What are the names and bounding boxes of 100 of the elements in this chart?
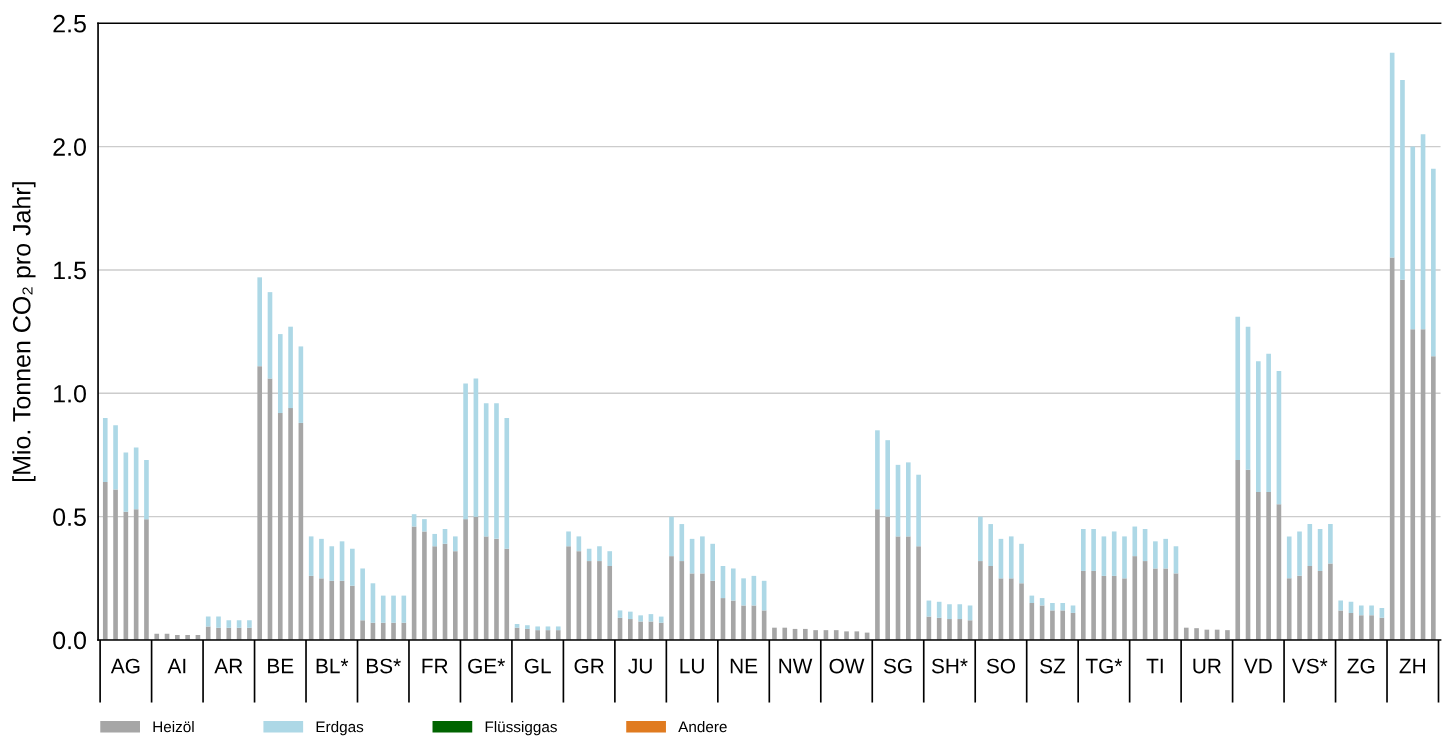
x-tick-label: TG* xyxy=(1085,658,1123,674)
bar xyxy=(483,403,489,537)
bar xyxy=(617,610,623,618)
bar xyxy=(422,531,427,641)
x-tick-label: BL* xyxy=(316,658,349,674)
bar xyxy=(380,595,386,623)
bar xyxy=(1266,353,1271,492)
bar xyxy=(1122,536,1127,579)
bar xyxy=(205,616,211,627)
bar xyxy=(1091,529,1096,571)
legend-label: Andere xyxy=(678,721,727,733)
bar xyxy=(411,514,417,527)
bar xyxy=(916,546,921,641)
bar xyxy=(1050,603,1055,611)
bar xyxy=(658,622,664,641)
bar xyxy=(1235,459,1241,641)
x-tick-label: UR xyxy=(1193,658,1221,674)
bar xyxy=(504,548,510,641)
bar xyxy=(1183,627,1189,641)
bar xyxy=(947,619,952,641)
bar xyxy=(679,561,685,641)
bar xyxy=(113,489,118,641)
bar xyxy=(700,536,705,574)
x-tick-label: ZG xyxy=(1347,658,1375,674)
bar xyxy=(535,626,540,631)
bar xyxy=(679,524,685,562)
bar xyxy=(1235,316,1241,460)
bar xyxy=(669,556,674,641)
bar xyxy=(102,482,108,641)
x-tick-label: VD xyxy=(1243,658,1272,674)
bar xyxy=(1410,146,1416,330)
bar xyxy=(226,620,232,628)
bar xyxy=(1132,556,1138,641)
bar xyxy=(1060,603,1066,611)
bar xyxy=(288,326,293,409)
bar xyxy=(1286,578,1292,641)
bar xyxy=(494,403,499,539)
bar xyxy=(350,548,355,586)
bar xyxy=(1008,578,1014,641)
bar xyxy=(1070,605,1076,613)
bar xyxy=(1256,491,1261,641)
bar xyxy=(1050,610,1055,641)
bar xyxy=(1153,568,1158,641)
bar xyxy=(628,611,633,620)
bar xyxy=(710,543,715,581)
bar xyxy=(432,533,438,547)
bar xyxy=(1307,566,1313,641)
bar xyxy=(741,578,746,606)
bar xyxy=(566,546,571,641)
bar xyxy=(1111,575,1117,641)
bar xyxy=(432,546,438,641)
bar xyxy=(669,516,674,557)
bar xyxy=(700,573,705,641)
legend-label: Erdgas xyxy=(316,721,364,736)
x-tick-label: AR xyxy=(214,658,243,674)
bar xyxy=(257,277,263,367)
bar xyxy=(730,568,736,601)
legend-label: Flüssiggas xyxy=(485,721,557,736)
bar xyxy=(1081,529,1086,571)
y-tick-label: 2.0 xyxy=(53,138,86,156)
bar xyxy=(988,566,993,641)
bar xyxy=(597,546,602,562)
bar xyxy=(1328,563,1333,641)
x-tick-label: AG xyxy=(110,658,140,674)
bar xyxy=(803,628,808,641)
bar xyxy=(1431,168,1436,357)
bar xyxy=(360,568,365,621)
bar xyxy=(1338,610,1344,641)
bar xyxy=(1060,610,1066,641)
bar xyxy=(1307,524,1313,566)
bar xyxy=(607,551,613,566)
bar xyxy=(277,413,283,641)
bar xyxy=(257,366,263,641)
x-tick-label: SZ xyxy=(1040,658,1066,674)
bar xyxy=(247,620,252,628)
bar xyxy=(607,566,613,641)
bar xyxy=(1400,79,1405,280)
bar xyxy=(236,620,242,628)
x-tick-label: GE* xyxy=(468,658,505,674)
x-tick-label: LU xyxy=(680,658,704,674)
bar xyxy=(885,516,891,641)
x-tick-label: FR xyxy=(422,658,448,674)
bar xyxy=(648,614,654,622)
bar xyxy=(1328,524,1333,564)
x-tick-label: SO xyxy=(986,658,1015,674)
bar xyxy=(833,630,839,641)
legend-label: Heizöl xyxy=(153,721,194,733)
bar xyxy=(277,334,283,414)
bar xyxy=(885,440,891,517)
bar xyxy=(813,630,818,641)
y-tick-label: 1.0 xyxy=(54,384,86,403)
bar xyxy=(1358,605,1364,616)
bar xyxy=(1081,570,1086,641)
x-tick-label: NW xyxy=(779,658,813,674)
bar xyxy=(144,519,149,641)
bar xyxy=(380,622,386,641)
x-tick-label: SG xyxy=(883,658,912,674)
bar xyxy=(1132,526,1138,557)
bar xyxy=(658,616,664,623)
bar xyxy=(113,425,118,490)
